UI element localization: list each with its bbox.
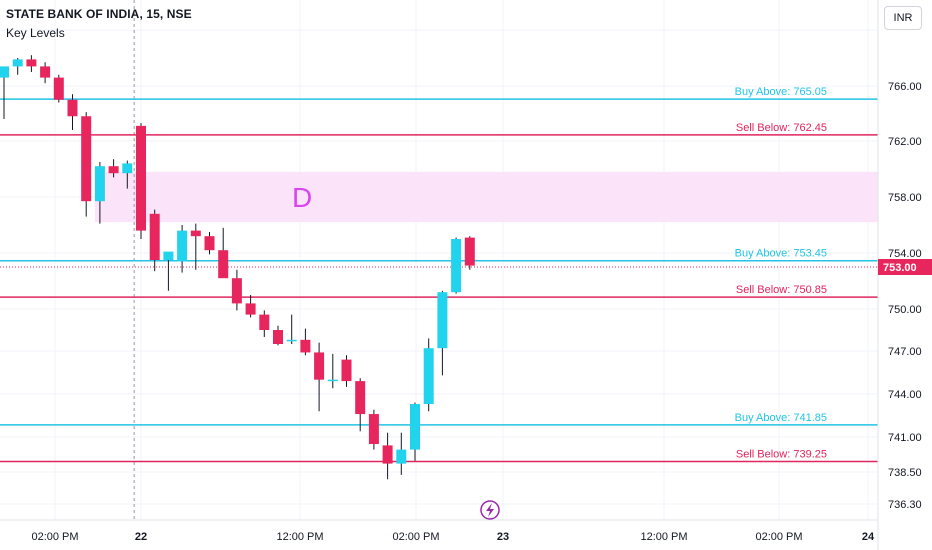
- candle-body[interactable]: [423, 348, 434, 405]
- candle-body[interactable]: [218, 250, 229, 279]
- candle-body[interactable]: [314, 352, 325, 380]
- price-axis-label: 747.00: [888, 346, 922, 358]
- symbol-title[interactable]: STATE BANK OF INDIA, 15, NSE: [6, 7, 192, 21]
- candle-body[interactable]: [245, 303, 256, 315]
- price-axis-label: 741.00: [888, 432, 922, 444]
- price-axis-label: 762.00: [888, 136, 922, 148]
- price-axis-label: 758.00: [888, 192, 922, 204]
- key-level-label: Sell Below: 739.25: [736, 449, 827, 461]
- candle-body[interactable]: [204, 236, 215, 251]
- demand-zone: [94, 171, 878, 223]
- candle-body[interactable]: [451, 239, 462, 293]
- candle-body[interactable]: [341, 359, 352, 382]
- candle-body[interactable]: [437, 292, 448, 349]
- candle-body[interactable]: [40, 66, 51, 78]
- time-axis-label: 02:00 PM: [31, 531, 78, 543]
- key-level-label: Sell Below: 750.85: [736, 284, 827, 296]
- candle-body[interactable]: [273, 330, 283, 344]
- candle-body[interactable]: [382, 445, 393, 464]
- candle-body[interactable]: [327, 379, 338, 382]
- candle-body[interactable]: [67, 99, 78, 117]
- price-axis-label: 736.30: [888, 499, 922, 511]
- price-axis-label: 744.00: [888, 389, 922, 401]
- price-axis-label: 754.00: [888, 248, 922, 260]
- candle-body[interactable]: [410, 404, 420, 450]
- currency-button[interactable]: INR: [884, 6, 922, 30]
- time-axis-label: 02:00 PM: [392, 531, 439, 543]
- time-axis-label: 02:00 PM: [755, 531, 802, 543]
- candle-body[interactable]: [396, 449, 407, 464]
- time-axis-label: 12:00 PM: [276, 531, 323, 543]
- indicator-label[interactable]: Key Levels: [6, 26, 65, 40]
- price-axis-label: 750.00: [888, 304, 922, 316]
- price-axis-label: 738.50: [888, 467, 922, 479]
- last-price-badge: [878, 259, 932, 275]
- time-axis-label: 24: [862, 531, 875, 543]
- candle-body[interactable]: [355, 381, 366, 415]
- key-level-label: Sell Below: 762.45: [736, 122, 827, 134]
- candle-body[interactable]: [0, 66, 9, 78]
- candle-body[interactable]: [122, 163, 133, 174]
- candle-body[interactable]: [12, 59, 23, 67]
- candle-body[interactable]: [81, 116, 92, 202]
- zone-label: D: [292, 182, 312, 213]
- candle-body[interactable]: [26, 59, 37, 67]
- candle-body[interactable]: [259, 314, 270, 330]
- key-level-label: Buy Above: 741.85: [735, 412, 827, 424]
- candle-body[interactable]: [163, 251, 174, 260]
- key-level-label: Buy Above: 765.05: [735, 86, 827, 98]
- candle-body[interactable]: [464, 237, 475, 266]
- candle-body[interactable]: [286, 339, 297, 342]
- candle-body[interactable]: [94, 166, 105, 202]
- time-axis-label: 23: [497, 531, 509, 543]
- candle-body[interactable]: [190, 230, 201, 237]
- candle-body[interactable]: [108, 166, 119, 174]
- lightning-icon: [486, 503, 494, 517]
- candle-body[interactable]: [136, 125, 146, 231]
- candle-body[interactable]: [300, 339, 311, 353]
- candle-body[interactable]: [231, 278, 242, 304]
- last-price-badge-label: 753.00: [883, 262, 917, 274]
- time-axis-label: 22: [135, 531, 147, 543]
- price-axis-label: 766.00: [888, 81, 922, 93]
- key-level-label: Buy Above: 753.45: [735, 248, 827, 260]
- candle-body[interactable]: [53, 77, 64, 100]
- time-axis-label: 12:00 PM: [640, 531, 687, 543]
- candle-body[interactable]: [149, 213, 160, 260]
- candle-body[interactable]: [177, 230, 188, 262]
- candle-body[interactable]: [368, 414, 379, 444]
